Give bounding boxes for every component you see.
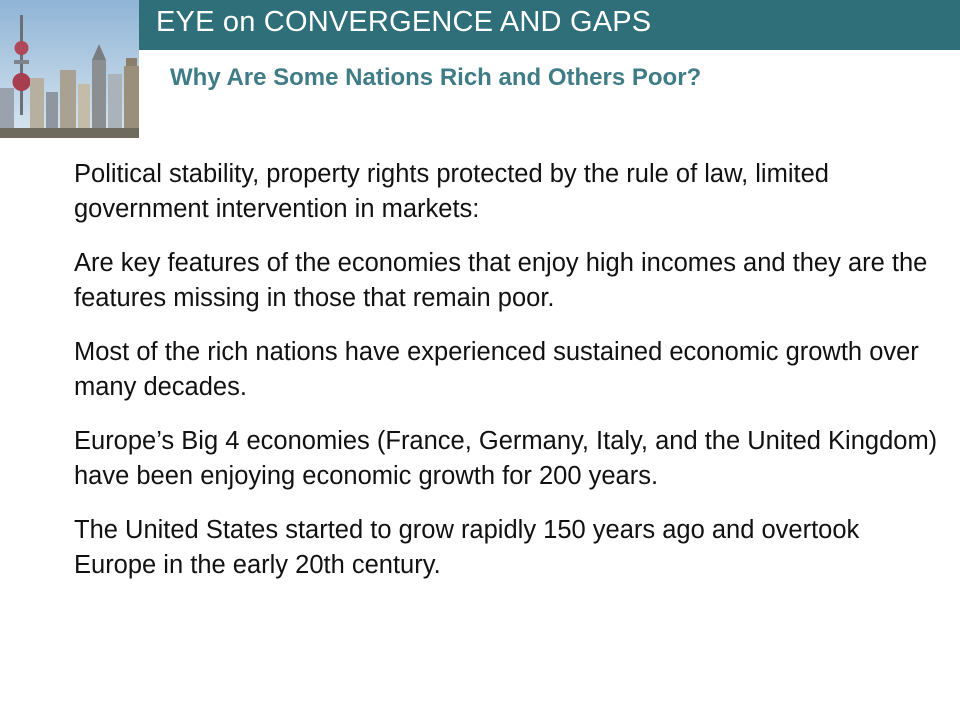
paragraph-rich-nations-growth: Most of the rich nations have experience… [74,338,919,401]
city-skyline-photo [0,0,139,138]
slide-body: Political stability, property rights pro… [74,157,940,602]
header-bar [139,0,960,50]
paragraph-political-stability: Political stability, property rights pro… [74,160,829,223]
paragraph-key-features: Are key features of the economies that e… [74,249,928,312]
paragraph-united-states: The United States started to grow rapidl… [74,516,860,579]
paragraph-europe-big-4: Europe’s Big 4 economies (France, German… [74,427,938,490]
slide-subtitle: Why Are Some Nations Rich and Others Poo… [170,64,702,91]
slide-header-title: EYE on CONVERGENCE AND GAPS [156,6,652,38]
